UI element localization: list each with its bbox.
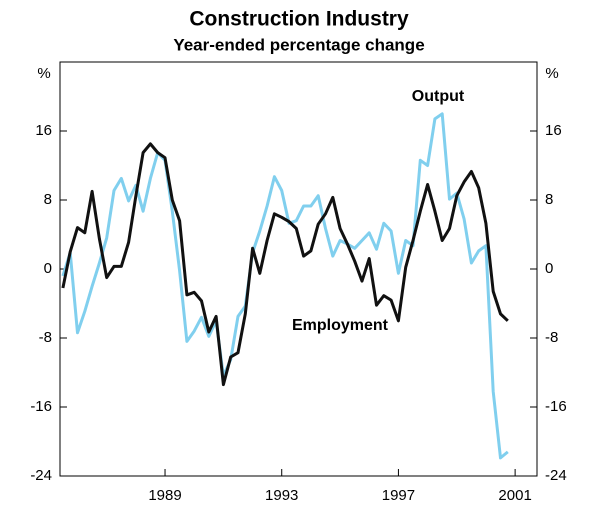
- series-label: Employment: [292, 317, 389, 334]
- y-tick-label: 8: [44, 191, 52, 208]
- chart-title: Construction Industry: [189, 8, 409, 31]
- chart-subtitle: Year-ended percentage change: [173, 35, 424, 54]
- y-unit: %: [37, 65, 50, 82]
- x-tick-label: 1997: [382, 487, 415, 504]
- y-tick-label: -16: [30, 398, 52, 415]
- y-tick-label: 16: [35, 122, 52, 139]
- series-line: [61, 142, 509, 387]
- y-tick-label: -8: [39, 329, 52, 346]
- y2-tick-label: 8: [545, 191, 553, 208]
- y2-tick-label: -16: [545, 398, 567, 415]
- y2-tick-label: 0: [545, 260, 553, 277]
- y-tick-label: -24: [30, 467, 52, 484]
- y-tick-label: 0: [44, 260, 52, 277]
- y2-tick-label: -24: [545, 467, 567, 484]
- x-tick-label: 1989: [148, 487, 181, 504]
- series-line: [61, 112, 509, 460]
- plot-frame: [59, 61, 538, 477]
- y2-unit: %: [545, 65, 558, 82]
- series-label: Output: [412, 88, 465, 105]
- y2-tick-label: -8: [545, 329, 558, 346]
- x-tick-label: 2001: [498, 487, 531, 504]
- y2-tick-label: 16: [545, 122, 562, 139]
- x-tick-label: 1993: [265, 487, 298, 504]
